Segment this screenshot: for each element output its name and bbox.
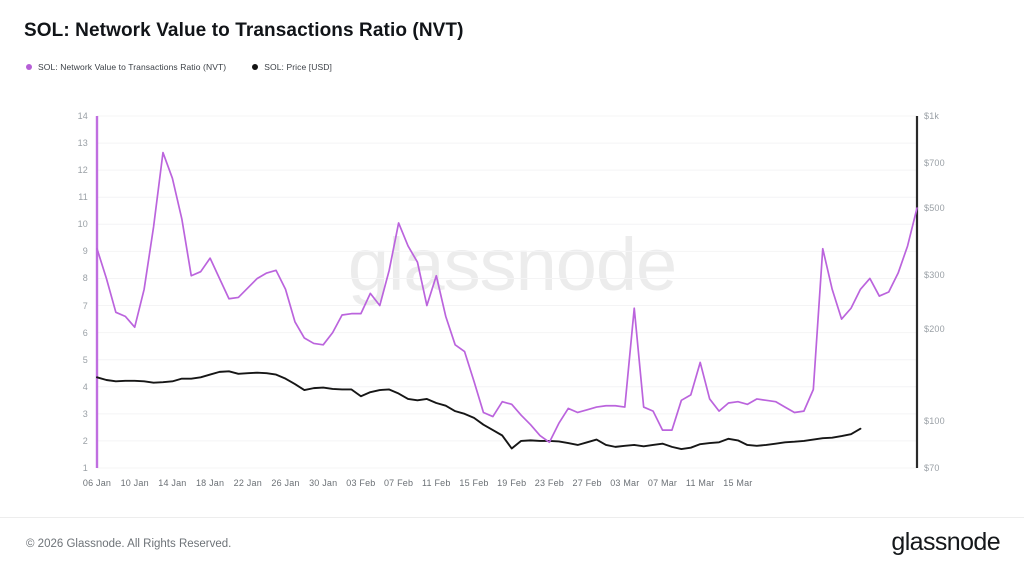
y-axis-tick-right: $300: [924, 270, 945, 281]
x-axis-tick: 26 Jan: [271, 478, 300, 488]
y-axis-tick-left: 9: [82, 246, 88, 257]
x-axis-tick: 03 Feb: [346, 478, 376, 488]
x-axis-tick: 18 Jan: [195, 478, 225, 488]
chart-legend: SOL: Network Value to Transactions Ratio…: [26, 62, 358, 72]
page-title: SOL: Network Value to Transactions Ratio…: [24, 20, 464, 41]
y-axis-tick-left: 3: [82, 408, 88, 419]
x-axis-tick: 19 Feb: [497, 478, 527, 488]
x-axis-tick: 06 Jan: [82, 478, 112, 488]
x-axis-tick: 03 Mar: [610, 478, 640, 488]
footer-divider: [0, 517, 1024, 518]
x-axis-tick: 07 Mar: [647, 478, 678, 488]
y-axis-tick-left: 7: [82, 300, 88, 311]
x-axis-tick: 22 Jan: [233, 478, 262, 488]
x-axis-tick: 27 Feb: [572, 478, 602, 488]
x-axis-tick: 15 Feb: [459, 478, 489, 488]
legend-label-price: SOL: Price [USD]: [264, 62, 332, 72]
x-axis-tick: 11 Mar: [685, 478, 715, 488]
y-axis-tick-left: 8: [82, 273, 88, 284]
x-axis-tick: 11 Feb: [422, 478, 451, 488]
x-axis-tick: 14 Jan: [158, 478, 187, 488]
y-axis-tick-left: 5: [82, 354, 88, 365]
y-axis-tick-left: 2: [82, 435, 88, 446]
legend-color-swatch-nvt: [26, 64, 32, 70]
y-axis-tick-left: 12: [77, 165, 88, 176]
legend-color-swatch-price: [252, 64, 259, 70]
x-axis-tick: 15 Mar: [723, 478, 753, 488]
y-axis-tick-right: $1k: [924, 111, 940, 121]
legend-item-price[interactable]: SOL: Price [USD]: [252, 62, 332, 72]
y-axis-tick-left: 4: [82, 381, 88, 392]
y-axis-tick-left: 13: [77, 138, 88, 149]
footer-copyright: © 2026 Glassnode. All Rights Reserved.: [26, 538, 232, 550]
y-axis-tick-right: $500: [924, 202, 945, 213]
y-axis-tick-left: 10: [77, 219, 88, 230]
y-axis-tick-right: $100: [924, 415, 945, 426]
y-axis-tick-left: 14: [77, 111, 88, 121]
x-axis-tick: 30 Jan: [309, 478, 338, 488]
footer-logo: glassnode: [891, 528, 1000, 556]
y-axis-tick-left: 11: [78, 192, 88, 203]
y-axis-tick-right: $700: [924, 158, 945, 169]
x-axis-tick: 07 Feb: [383, 478, 414, 488]
y-axis-tick-left: 1: [82, 463, 88, 473]
x-axis-tick: 10 Jan: [120, 478, 149, 488]
y-axis-tick-right: $200: [924, 324, 945, 335]
y-axis-tick-right: $70: [924, 463, 940, 473]
x-axis-tick: 23 Feb: [534, 478, 565, 488]
y-axis-tick-left: 6: [82, 327, 88, 338]
legend-label-nvt: SOL: Network Value to Transactions Ratio…: [38, 62, 227, 72]
legend-item-nvt[interactable]: SOL: Network Value to Transactions Ratio…: [26, 62, 226, 72]
